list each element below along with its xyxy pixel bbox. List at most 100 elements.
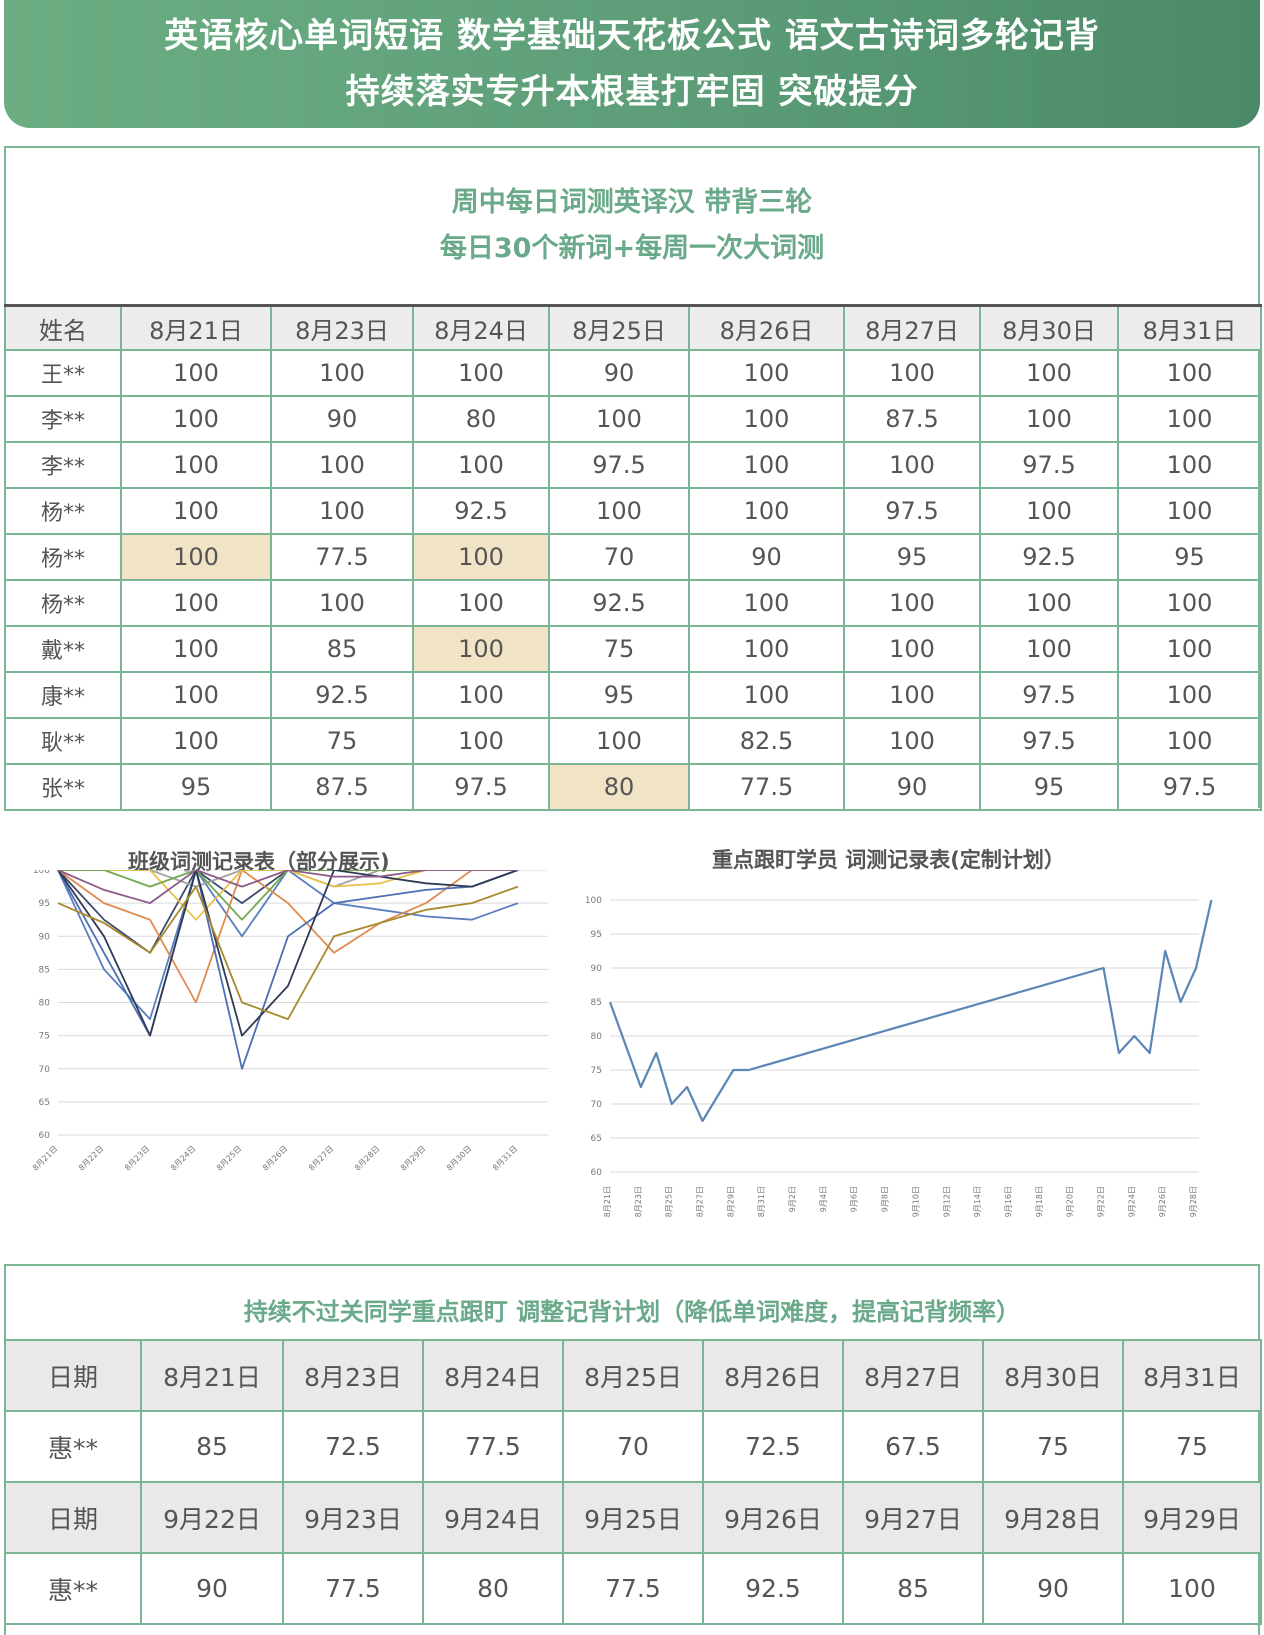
score-cell: 97.5	[548, 441, 690, 489]
score-cell: 67.5	[842, 1410, 984, 1483]
date-cell: 9月23日	[282, 1481, 424, 1554]
x-tick-label: 8月31日	[491, 1144, 519, 1172]
score-cell: 90	[548, 349, 690, 397]
score-cell: 70	[562, 1410, 704, 1483]
y-tick-label: 65	[39, 1098, 50, 1108]
class-score-chart: 100 95 90 85 80 75 70 65 60 8月21日 8月22日 8月23日 8月24日 8…	[31, 870, 548, 1173]
date-cell: 8月25日	[562, 1339, 704, 1412]
date-cell: 8月21日	[140, 1339, 284, 1412]
score-cell: 90	[688, 533, 845, 581]
score-cell: 90	[982, 1552, 1124, 1625]
tracking-score-row: 惠** 90 77.5 80 77.5 92.5 85 90 100	[4, 1552, 1262, 1625]
score-cell: 100	[843, 579, 981, 627]
date-cell: 9月22日	[140, 1481, 284, 1554]
x-tick-label: 9月20日	[1066, 1186, 1075, 1217]
top-banner: 英语核心单词短语 数学基础天花板公式 语文古诗词多轮记背 持续落实专升本根基打牢…	[4, 0, 1260, 128]
x-tick-label: 9月12日	[942, 1186, 951, 1217]
banner-line-1: 英语核心单词短语 数学基础天花板公式 语文古诗词多轮记背	[164, 16, 1100, 56]
banner-line-2: 持续落实专升本根基打牢固 突破提分	[345, 72, 919, 112]
score-cell: 100	[120, 487, 272, 535]
x-tick-label: 8月28日	[353, 1144, 381, 1172]
score-cell: 100	[412, 671, 550, 719]
score-cell: 95	[120, 763, 272, 811]
score-cell: 82.5	[688, 717, 845, 765]
date-cell: 9月26日	[702, 1481, 844, 1554]
score-table: 姓名 8月21日 8月23日 8月24日 8月25日 8月26日 8月27日 8…	[4, 304, 1262, 811]
x-tick-label: 8月21日	[603, 1186, 612, 1217]
y-tick-label: 65	[591, 1134, 602, 1144]
score-cell: 100	[1117, 487, 1262, 535]
score-cell: 95	[548, 671, 690, 719]
score-cell: 75	[270, 717, 414, 765]
score-cell: 75	[982, 1410, 1124, 1483]
x-tick-label: 9月10日	[911, 1186, 920, 1217]
score-cell: 80	[422, 1552, 564, 1625]
score-cell: 77.5	[562, 1552, 704, 1625]
date-cell: 8月31日	[1122, 1339, 1262, 1412]
score-cell: 77.5	[282, 1552, 424, 1625]
x-tick-label: 8月27日	[696, 1186, 705, 1217]
header-cell: 8月21日	[120, 304, 272, 351]
date-cell: 8月24日	[422, 1339, 564, 1412]
student-name: 惠**	[4, 1410, 142, 1483]
score-cell: 100	[688, 349, 845, 397]
score-cell: 100	[688, 625, 845, 673]
score-cell: 100	[843, 441, 981, 489]
score-row: 杨** 100 100 100 92.5 100 100 100 100	[4, 579, 1262, 627]
score-cell: 75	[1122, 1410, 1262, 1483]
score-cell: 100	[120, 349, 272, 397]
score-cell: 100	[270, 349, 414, 397]
score-cell: 87.5	[843, 395, 981, 443]
student-name: 戴**	[4, 625, 122, 673]
score-cell: 97.5	[1117, 763, 1262, 811]
score-cell: 87.5	[270, 763, 414, 811]
date-cell: 8月26日	[702, 1339, 844, 1412]
score-cell: 100	[412, 441, 550, 489]
score-cell: 70	[548, 533, 690, 581]
series-line	[608, 899, 1213, 1123]
header-cell: 8月30日	[979, 304, 1119, 351]
student-name: 杨**	[4, 487, 122, 535]
tracking-date-row: 日期 9月22日 9月23日 9月24日 9月25日 9月26日 9月27日 9月28日 9月2…	[4, 1481, 1262, 1554]
focus-chart-title: 重点跟盯学员 词测记录表(定制计划）	[712, 848, 1065, 872]
section3-title: 持续不过关同学重点跟盯 调整记背计划（降低单词难度，提高记背频率）	[243, 1298, 1021, 1326]
score-cell: 92.5	[548, 579, 690, 627]
score-row: 戴** 100 85 100 75 100 100 100 100	[4, 625, 1262, 673]
score-cell: 100	[1117, 349, 1262, 397]
score-cell: 72.5	[702, 1410, 844, 1483]
tracking-score-row: 惠** 85 72.5 77.5 70 72.5 67.5 75 75	[4, 1410, 1262, 1483]
date-cell: 8月30日	[982, 1339, 1124, 1412]
score-cell: 90	[140, 1552, 284, 1625]
y-tick-label: 80	[39, 999, 51, 1009]
date-cell: 9月28日	[982, 1481, 1124, 1554]
series-line	[57, 870, 518, 1004]
y-tick-label: 90	[39, 932, 51, 942]
score-cell: 100	[688, 671, 845, 719]
x-tick-label: 8月29日	[399, 1144, 427, 1172]
x-tick-label: 9月16日	[1004, 1186, 1013, 1217]
header-cell: 8月24日	[412, 304, 550, 351]
score-cell: 100	[1117, 671, 1262, 719]
score-cell: 80	[412, 395, 550, 443]
y-tick-label: 75	[591, 1066, 602, 1076]
x-tick-label: 9月14日	[973, 1186, 982, 1217]
y-tick-label: 75	[39, 1032, 50, 1042]
score-cell: 100	[1117, 579, 1262, 627]
score-cell: 100	[1122, 1552, 1262, 1625]
series-line	[57, 870, 519, 1037]
score-cell: 97.5	[979, 671, 1119, 719]
score-cell: 100	[412, 533, 550, 581]
score-cell: 72.5	[282, 1410, 424, 1483]
y-tick-label: 70	[591, 1100, 603, 1110]
x-tick-label: 8月27日	[307, 1144, 335, 1172]
series-line	[57, 870, 518, 904]
series-line	[58, 870, 518, 921]
student-name: 杨**	[4, 533, 122, 581]
score-row: 杨** 100 77.5 100 70 90 95 92.5 95	[4, 533, 1262, 581]
date-cell: 8月27日	[842, 1339, 984, 1412]
x-tick-label: 8月30日	[445, 1144, 473, 1172]
date-label: 日期	[4, 1339, 142, 1412]
section1-title-1: 周中每日词测英译汉 带背三轮	[451, 187, 813, 218]
y-tick-label: 85	[39, 965, 50, 975]
score-cell: 85	[270, 625, 414, 673]
